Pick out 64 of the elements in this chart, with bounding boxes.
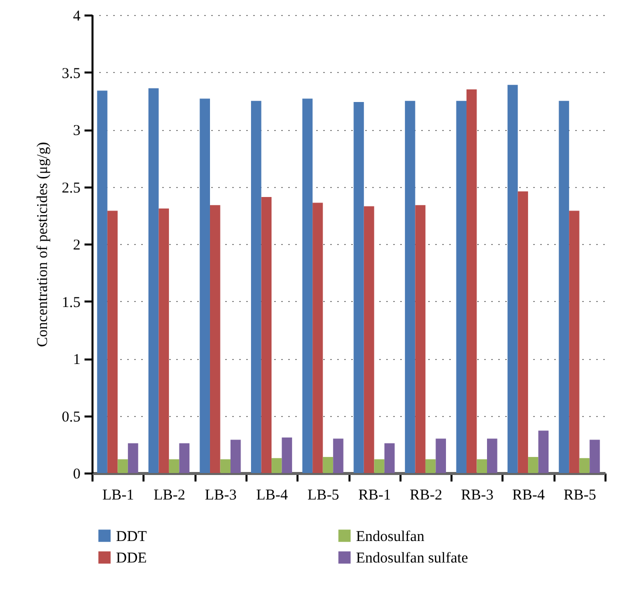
bar [404,100,416,473]
legend-label: Endosulfan [356,528,425,545]
bar [107,210,118,473]
legend-label: DDE [116,550,147,566]
bar [466,89,477,473]
x-tick-label: RB-1 [358,488,391,504]
bar [179,443,190,473]
x-tick-label: LB-2 [154,488,186,504]
bar [261,197,272,473]
bar [476,459,488,473]
bar [333,438,344,473]
x-tick-label: RB-5 [564,488,596,504]
bar [456,100,466,473]
bar [364,206,374,473]
bar [354,102,364,473]
y-tick-label: 0 [73,466,80,482]
y-tick-label: 0.5 [62,409,80,426]
x-tick-label: RB-4 [512,488,546,504]
x-tick-label: LB-5 [308,488,340,504]
bar [425,459,436,473]
bar [97,90,108,473]
bar [210,205,220,473]
bar [558,100,570,473]
legend-label: DDT [116,528,147,545]
y-tick-label: 3.5 [62,66,80,82]
x-tick-label: RB-2 [410,488,442,504]
bar [374,459,384,473]
y-tick-label: 1.5 [62,294,80,311]
bar [528,456,538,473]
bar [158,208,169,473]
bar [487,438,498,473]
bar [322,456,334,473]
bar [220,459,231,473]
bar [569,210,580,473]
x-tick-label: LB-4 [256,488,288,504]
bar [148,88,159,473]
legend-label: Endosulfan sulfate [356,550,468,566]
bar [436,438,446,473]
bar [230,440,241,473]
x-tick-label: LB-3 [204,488,237,504]
bar [415,205,426,473]
bar [272,458,282,473]
x-tick-label: RB-3 [460,488,494,504]
bar [302,98,313,473]
y-tick-label: 3 [73,123,80,139]
bar [508,84,518,473]
x-tick-label: LB-1 [102,488,134,504]
bar [282,438,292,473]
y-tick-label: 2.5 [62,180,80,196]
y-tick-label: 2 [73,238,80,254]
bar [118,459,128,473]
bar [518,191,528,473]
bar [590,440,600,473]
y-tick-label: 1 [73,352,80,368]
bar [251,100,262,473]
bar [168,459,180,473]
y-tick-label: 4 [73,8,81,24]
bar [128,443,138,473]
bar [384,443,395,473]
y-axis-title: Concentration of pesticides (μg/g) [34,142,51,348]
bar [312,202,323,473]
bar [579,458,590,473]
bar [200,98,210,473]
bar [538,430,549,473]
